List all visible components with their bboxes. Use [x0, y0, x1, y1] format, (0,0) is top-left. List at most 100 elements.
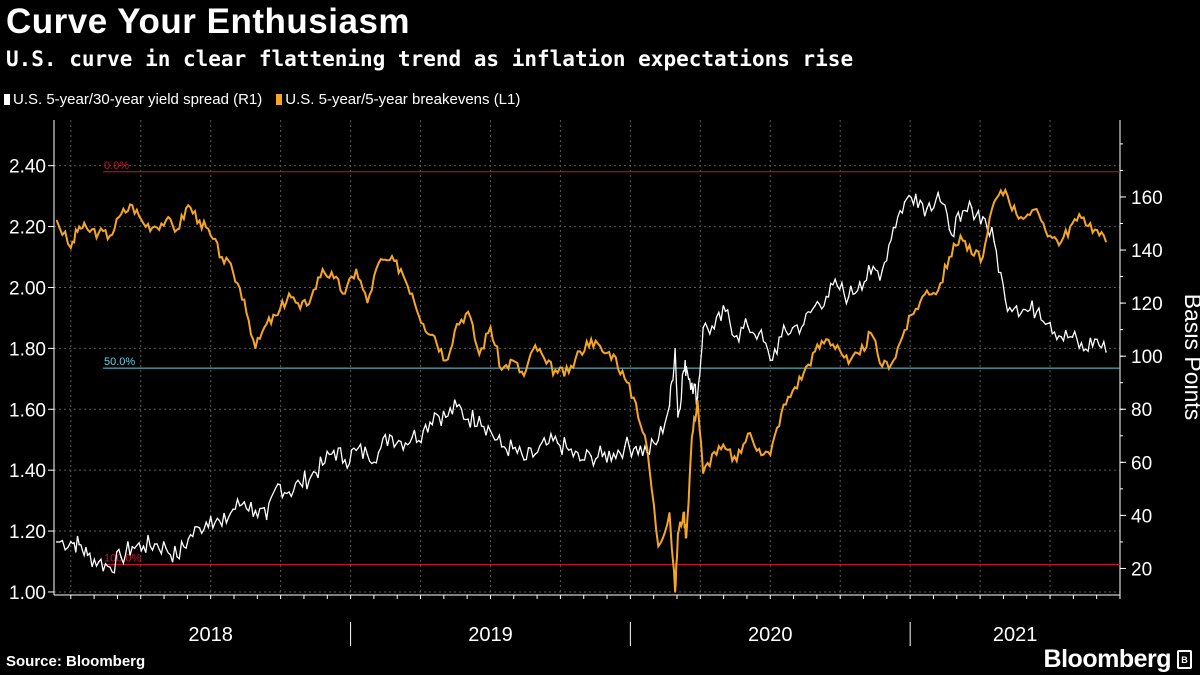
point-spread: [937, 191, 939, 194]
point-breakevens: [993, 201, 995, 204]
x-year-label: 2019: [468, 624, 513, 646]
point-breakevens: [153, 225, 156, 228]
point-spread: [153, 543, 156, 545]
point-spread: [780, 336, 783, 338]
point-breakevens: [456, 323, 458, 325]
point-spread: [1094, 338, 1096, 340]
point-breakevens: [232, 271, 234, 274]
reference-label: 100.0%: [104, 553, 142, 565]
point-breakevens: [677, 533, 679, 535]
point-breakevens: [299, 307, 302, 310]
point-spread: [556, 442, 559, 444]
point-breakevens: [724, 448, 727, 450]
point-spread: [825, 295, 828, 298]
point-breakevens: [691, 435, 693, 438]
left-tick-label: 1.60: [9, 400, 46, 421]
point-breakevens: [769, 454, 772, 456]
point-spread: [131, 545, 134, 548]
point-spread: [1105, 351, 1107, 353]
point-breakevens: [702, 472, 704, 475]
point-spread: [55, 541, 58, 543]
point-breakevens: [344, 292, 346, 295]
point-breakevens: [388, 259, 391, 261]
point-breakevens: [165, 219, 167, 222]
point-breakevens: [982, 256, 984, 258]
x-year-label: 2018: [188, 624, 233, 646]
chart-subtitle: U.S. curve in clear flattening trend as …: [6, 47, 854, 71]
point-breakevens: [1049, 234, 1051, 237]
point-spread: [747, 325, 749, 328]
legend-label-spread: U.S. 5-year/30-year yield spread (R1): [13, 91, 263, 108]
point-spread: [86, 554, 89, 556]
point-spread: [646, 451, 648, 454]
point-spread: [109, 566, 111, 568]
point-breakevens: [590, 338, 592, 341]
right-tick-label: 60: [1131, 453, 1152, 474]
legend-item-breakevens: U.S. 5-year/5-year breakevens (L1): [276, 91, 520, 108]
point-breakevens: [97, 231, 100, 234]
legend: U.S. 5-year/30-year yield spread (R1) U.…: [4, 91, 520, 108]
point-spread: [411, 436, 413, 439]
point-breakevens: [467, 311, 469, 313]
point-breakevens: [601, 350, 604, 353]
point-breakevens: [55, 219, 58, 222]
point-breakevens: [926, 289, 928, 292]
right-tick-label: 120: [1131, 294, 1163, 315]
point-spread: [579, 459, 581, 462]
point-spread: [478, 415, 481, 418]
point-breakevens: [1060, 240, 1063, 243]
point-spread: [78, 543, 80, 546]
point-breakevens: [1082, 216, 1085, 219]
point-spread: [685, 365, 688, 368]
chart-title: Curve Your Enthusiasm: [6, 2, 411, 41]
point-spread: [534, 453, 537, 455]
point-breakevens: [400, 268, 402, 270]
point-spread: [332, 449, 335, 452]
point-breakevens: [623, 378, 626, 380]
point-breakevens: [735, 460, 738, 462]
point-spread: [926, 207, 928, 210]
point-breakevens: [131, 204, 134, 207]
point-spread: [623, 445, 626, 448]
source-note: Source: Bloomberg: [6, 653, 146, 670]
point-spread: [500, 446, 503, 448]
point-spread: [165, 547, 167, 549]
left-tick-label: 2.40: [9, 157, 46, 178]
point-spread: [355, 449, 357, 452]
point-breakevens: [198, 219, 201, 222]
point-breakevens: [959, 234, 962, 237]
point-breakevens: [310, 295, 313, 298]
point-spread: [803, 323, 805, 326]
point-breakevens: [657, 545, 660, 548]
point-breakevens: [685, 536, 688, 538]
right-tick-label: 140: [1131, 241, 1163, 262]
point-breakevens: [78, 225, 80, 228]
point-breakevens: [332, 277, 335, 280]
point-spread: [674, 347, 676, 350]
point-spread: [590, 455, 592, 458]
point-spread: [892, 226, 895, 229]
point-breakevens: [1094, 228, 1096, 231]
legend-item-spread: U.S. 5-year/30-year yield spread (R1): [4, 91, 262, 108]
point-spread: [982, 216, 984, 218]
point-spread: [993, 240, 995, 243]
point-breakevens: [825, 338, 828, 341]
point-breakevens: [187, 204, 190, 207]
point-breakevens: [265, 323, 268, 325]
point-spread: [377, 451, 380, 454]
point-spread: [545, 444, 548, 446]
right-tick-label: 100: [1131, 347, 1163, 368]
point-breakevens: [209, 234, 212, 237]
right-tick-label: 80: [1131, 400, 1152, 421]
point-breakevens: [411, 292, 413, 295]
point-breakevens: [142, 222, 145, 225]
point-breakevens: [1015, 213, 1018, 216]
point-spread: [265, 518, 268, 521]
point-spread: [791, 326, 794, 329]
left-tick-label: 1.80: [9, 339, 46, 360]
point-spread: [682, 370, 685, 372]
right-axis-title: Basis Points: [1180, 294, 1200, 421]
legend-label-breakevens: U.S. 5-year/5-year breakevens (L1): [285, 91, 521, 108]
point-spread: [444, 416, 447, 419]
